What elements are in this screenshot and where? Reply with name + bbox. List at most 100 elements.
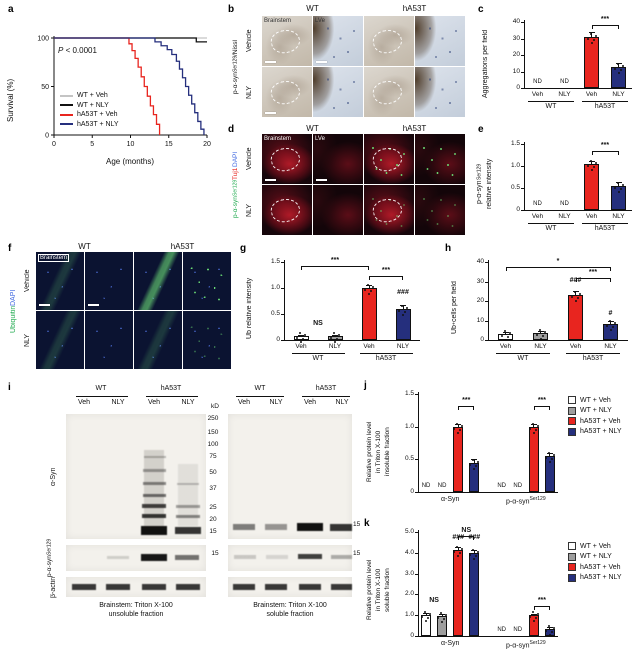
- legend-item: hA53T + Veh: [568, 563, 622, 571]
- errcap: [588, 31, 595, 33]
- green-speckles: [415, 185, 465, 235]
- ann-text: ***: [537, 396, 546, 404]
- panel-letter-k: k: [364, 518, 370, 529]
- list-item: 15: [209, 528, 217, 535]
- errcap: [537, 331, 544, 333]
- xtick-label: Veh: [531, 213, 544, 220]
- errcap: [607, 321, 614, 323]
- roi-outline: [268, 145, 303, 174]
- dot: [574, 300, 577, 303]
- xtick-label: NLY: [558, 91, 571, 98]
- dot: [543, 331, 546, 334]
- legend-label: hA53T + Veh: [580, 563, 621, 571]
- ann-text: NS: [429, 596, 439, 604]
- chart-k-legend: WT + Veh WT + NLY hA53T + Veh hA53T + NLY: [568, 542, 622, 584]
- legend-item: hA53T + NLY: [60, 121, 119, 128]
- blot-alpha-syn-insoluble: [66, 414, 206, 539]
- dot: [592, 38, 595, 41]
- ytick-label: 0: [516, 84, 520, 91]
- dot: [372, 286, 374, 288]
- dot: [296, 337, 298, 340]
- micrograph-b-ha53t-nly-lve: [415, 67, 465, 117]
- kd-15-psyn-insoluble: 15: [211, 550, 219, 557]
- blot-psyn-soluble: [228, 545, 352, 571]
- dot: [570, 296, 573, 299]
- bar: [327, 336, 343, 340]
- chart-g-y-label: Ub relative intensity: [246, 277, 253, 339]
- errcap: [530, 613, 537, 615]
- grp-label: hA53T: [582, 355, 604, 362]
- kd-unit-label: kD: [211, 403, 219, 410]
- dot: [504, 339, 507, 342]
- bar: [469, 552, 480, 636]
- panel-f-stain-label: Ubiquitin DAPI: [10, 252, 17, 370]
- dot: [608, 320, 611, 323]
- gel1-caption-line2: unsoluble fraction: [108, 611, 164, 618]
- bar: [611, 185, 626, 210]
- gel1-lane-veh-2: Veh: [147, 399, 161, 406]
- dot: [616, 181, 619, 184]
- dot: [425, 620, 428, 623]
- chart-c-y-label: Aggregations per field: [482, 29, 489, 99]
- svg-text:10: 10: [127, 141, 135, 148]
- dot: [589, 159, 592, 162]
- blot-bands: [228, 545, 352, 571]
- dot: [443, 618, 446, 621]
- dot: [538, 329, 541, 332]
- dot: [576, 297, 579, 300]
- bar: [395, 308, 411, 340]
- dot: [536, 613, 539, 616]
- dot: [475, 464, 478, 467]
- ytick-label: 0: [410, 488, 414, 495]
- ytick-label: 20: [512, 51, 520, 58]
- panel-b-group-wt: WT: [306, 4, 319, 13]
- roi-outline: [268, 27, 303, 56]
- stain-ubiquitin: Ubiquitin: [10, 305, 17, 333]
- ytick-label: 0: [410, 632, 414, 639]
- bracket: [591, 25, 619, 30]
- dot: [459, 428, 462, 431]
- xtick-label: NLY: [612, 213, 625, 220]
- chart-j-y-label-line1: Relative protein level: [366, 421, 373, 483]
- dot: [541, 335, 544, 338]
- roi-outline: [370, 78, 405, 107]
- panel-d-stain-label: p-α-syn Ser129 Tuj1 DAPI: [232, 134, 239, 236]
- errcap: [546, 627, 553, 629]
- grp-label: p-α-synSer129: [506, 640, 546, 650]
- ann-text: #: [608, 309, 613, 317]
- xtick-label: Veh: [295, 343, 307, 350]
- dot: [367, 284, 369, 286]
- dot: [370, 290, 372, 292]
- chart-j-y-label-line3: insoluble fraction: [384, 427, 391, 477]
- dot: [404, 310, 406, 313]
- ytick-label: 0.5: [404, 455, 414, 463]
- legend-label: hA53T + Veh: [580, 417, 621, 425]
- scale-bar: [38, 303, 50, 306]
- legend-swatch: [568, 563, 576, 571]
- svg-text:20: 20: [203, 141, 211, 148]
- dot: [456, 545, 459, 548]
- dot: [590, 41, 593, 44]
- grp-line: [582, 101, 628, 102]
- micrograph-d-wt-veh-lve: LVe: [313, 134, 363, 184]
- dot: [402, 313, 404, 316]
- svg-text:15: 15: [165, 141, 173, 148]
- roi-outline: [268, 196, 303, 225]
- axis-x: [418, 492, 558, 493]
- scale-bar: [316, 60, 327, 63]
- scale-bar: [87, 303, 99, 306]
- dot: [578, 293, 581, 296]
- dot: [544, 457, 547, 460]
- bar: [469, 462, 480, 492]
- dot: [594, 161, 597, 164]
- ylabel-sup: Ser129: [476, 164, 483, 181]
- micrograph-f-wt-nly-high: [85, 311, 133, 369]
- dot: [503, 330, 506, 333]
- axis-x: [284, 340, 420, 341]
- ann-text: NS: [313, 319, 323, 327]
- legend-label: WT + Veh: [580, 396, 611, 404]
- bar: [584, 36, 599, 88]
- ann-text: ###: [468, 534, 481, 542]
- xtick-label: NLY: [558, 213, 571, 220]
- bracket: [505, 266, 611, 271]
